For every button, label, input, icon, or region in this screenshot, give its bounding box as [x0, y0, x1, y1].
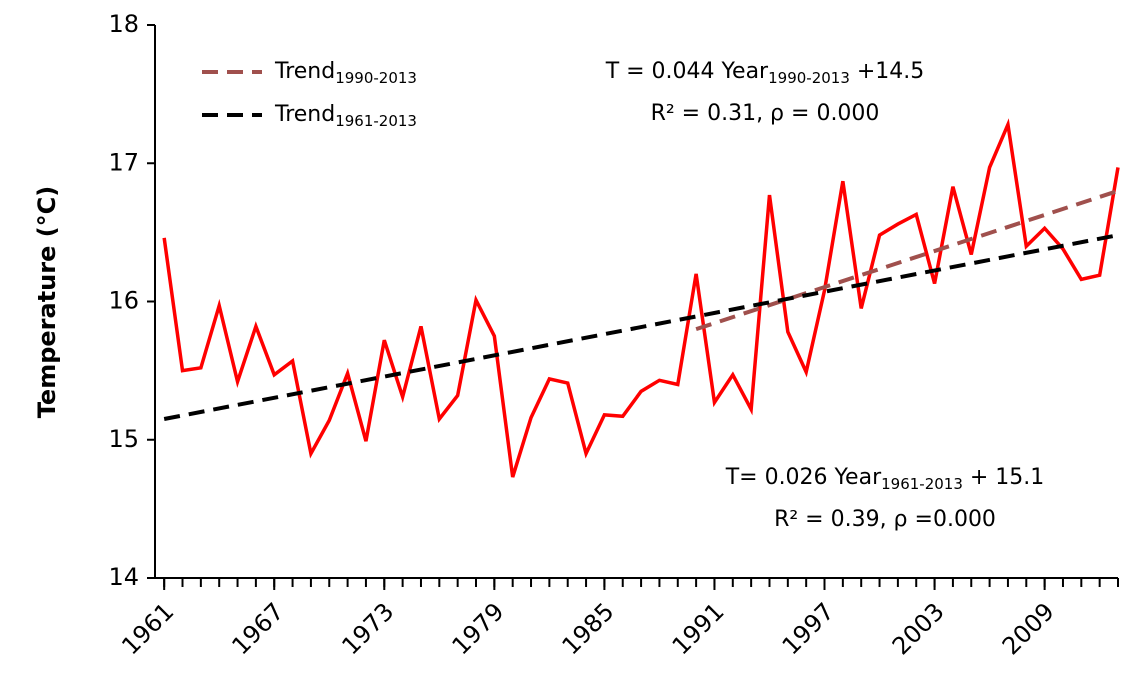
- legend-subscript: 1990-2013: [335, 69, 417, 87]
- equation-tail: +14.5: [850, 59, 924, 84]
- equation-subscript: 1990-2013: [768, 69, 850, 87]
- equation-tail: + 15.1: [963, 465, 1044, 490]
- trend-line: [163, 233, 1119, 421]
- data-line: [162, 118, 1120, 478]
- equation-main: T = 0.044 Year: [605, 59, 769, 84]
- x-tick-label: 1985: [557, 597, 620, 660]
- equation-stats: R² = 0.31, ρ = 0.000: [651, 101, 880, 126]
- y-tick-label: 15: [108, 425, 139, 453]
- equation: T = 0.044 Year1990-2013 +14.5: [605, 59, 925, 87]
- legend-subscript: 1961-2013: [335, 112, 417, 130]
- x-tick-label: 1973: [336, 597, 399, 660]
- y-tick-label: 14: [108, 563, 139, 591]
- equation-subscript: 1961-2013: [881, 475, 963, 493]
- x-tick-label: 1967: [226, 597, 289, 660]
- legend-name: Trend: [274, 102, 335, 127]
- y-tick-label: 18: [108, 10, 139, 38]
- equation: T= 0.026 Year1961-2013 + 15.1: [725, 465, 1045, 493]
- y-tick-label: 16: [108, 287, 139, 315]
- x-tick-label: 1997: [777, 597, 840, 660]
- x-tick-label: 1991: [667, 597, 730, 660]
- equation-main: T= 0.026 Year: [725, 465, 882, 490]
- equation-stats: R² = 0.39, ρ =0.000: [774, 507, 996, 532]
- legend-label: Trend1961-2013: [274, 102, 417, 130]
- legend-label: Trend1990-2013: [274, 59, 417, 87]
- x-tick-label: 1961: [116, 597, 179, 660]
- y-tick-label: 17: [108, 148, 139, 176]
- x-tick-label: 2003: [887, 597, 950, 660]
- legend-name: Trend: [274, 59, 335, 84]
- x-tick-label: 2009: [997, 597, 1060, 660]
- y-axis-label: Temperature (°C): [33, 186, 61, 419]
- x-tick-label: 1979: [447, 597, 510, 660]
